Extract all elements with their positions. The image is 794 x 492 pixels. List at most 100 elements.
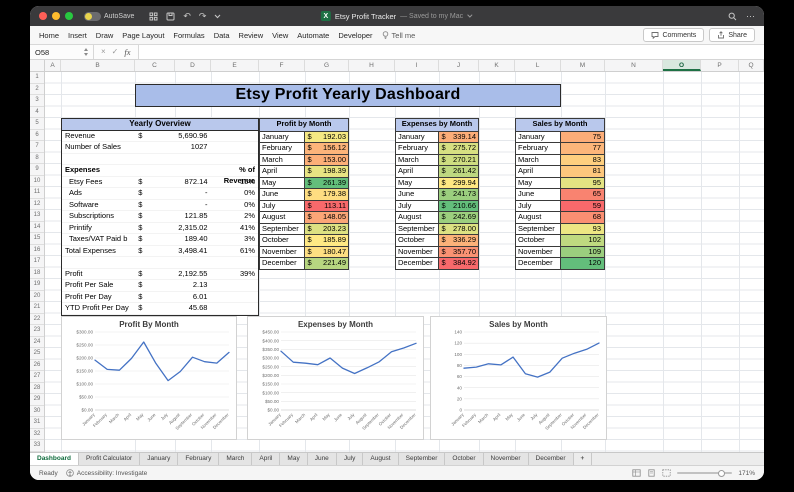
row-header-8[interactable]: 8 — [30, 153, 44, 164]
table-row-september[interactable]: September 93 — [516, 222, 604, 234]
row-header-28[interactable]: 28 — [30, 383, 44, 394]
enter-icon[interactable]: ✓ — [111, 47, 119, 56]
column-header-L[interactable]: L — [515, 60, 561, 71]
cancel-icon[interactable]: × — [101, 47, 106, 56]
row-header-17[interactable]: 17 — [30, 256, 44, 268]
sheet-tab-october[interactable]: October — [445, 453, 484, 465]
yearly-overview-row[interactable]: Profit $2,192.55 39% — [62, 269, 258, 280]
autosave-toggle[interactable]: AutoSave — [84, 11, 134, 21]
sheet-tab-june[interactable]: June — [307, 453, 337, 465]
name-box-stepper[interactable] — [84, 48, 88, 56]
accessibility-status[interactable]: Accessibility: Investigate — [65, 469, 147, 477]
close-window-button[interactable] — [39, 12, 47, 20]
row-header-5[interactable]: 5 — [30, 118, 44, 130]
table-row-december[interactable]: December 120 — [516, 257, 604, 269]
row-header-11[interactable]: 11 — [30, 187, 44, 199]
sheet-tab-december[interactable]: December — [528, 453, 574, 465]
normal-view-icon[interactable] — [632, 469, 641, 477]
table-row-february[interactable]: February $275.72 — [396, 142, 478, 154]
sheet-tab-april[interactable]: April — [252, 453, 281, 465]
sheet-tab-august[interactable]: August — [363, 453, 399, 465]
row-header-21[interactable]: 21 — [30, 302, 44, 314]
name-box[interactable]: O58 — [30, 45, 94, 59]
yearly-overview-row[interactable]: Revenue $5,690.96 — [62, 131, 258, 142]
save-icon[interactable] — [166, 12, 175, 21]
row-header-10[interactable]: 10 — [30, 176, 44, 187]
document-title-group[interactable]: X Etsy Profit Tracker — Saved to my Mac — [320, 11, 473, 21]
column-header-P[interactable]: P — [701, 60, 739, 71]
comments-button[interactable]: Comments — [643, 28, 705, 42]
row-header-16[interactable]: 16 — [30, 245, 44, 256]
table-row-may[interactable]: May $261.39 — [260, 176, 348, 188]
ribbon-tab-draw[interactable]: Draw — [95, 30, 114, 40]
table-row-april[interactable]: April $261.42 — [396, 165, 478, 177]
table-row-january[interactable]: January $339.14 — [396, 130, 478, 142]
sheet-tab-march[interactable]: March — [219, 453, 253, 465]
yearly-overview-row[interactable]: YTD Profit Per Day $45.68 — [62, 303, 258, 315]
table-row-july[interactable]: July $113.11 — [260, 199, 348, 211]
column-header-N[interactable]: N — [605, 60, 663, 71]
add-sheet-button[interactable]: + — [573, 453, 593, 465]
ribbon-tab-insert[interactable]: Insert — [68, 30, 87, 40]
chart-expenses-by-month[interactable]: Expenses by Month $450.00 $400.00 $350.00 $3… — [247, 316, 424, 440]
row-header-9[interactable]: 9 — [30, 164, 44, 176]
column-header-G[interactable]: G — [305, 60, 349, 71]
column-header-E[interactable]: E — [211, 60, 259, 71]
select-all-corner[interactable] — [30, 60, 45, 71]
zoom-slider-knob[interactable] — [718, 469, 726, 477]
table-row-october[interactable]: October $336.29 — [396, 234, 478, 246]
table-row-october[interactable]: October $185.89 — [260, 234, 348, 246]
row-header-6[interactable]: 6 — [30, 130, 44, 141]
ribbon-tab-data[interactable]: Data — [213, 30, 230, 40]
sheet-grid[interactable]: 1 2 3 4 5 6 7 8 9 10 11 12 13 14 15 16 17 18 19 20 21 22 23 24 2… — [30, 72, 764, 452]
table-row-july[interactable]: July 59 — [516, 199, 604, 211]
table-row-june[interactable]: June $179.38 — [260, 188, 348, 200]
column-header-B[interactable]: B — [61, 60, 135, 71]
row-header-14[interactable]: 14 — [30, 222, 44, 233]
column-header-O[interactable]: O — [663, 60, 701, 71]
table-row-january[interactable]: January $192.03 — [260, 130, 348, 142]
column-header-K[interactable]: K — [479, 60, 515, 71]
row-header-19[interactable]: 19 — [30, 279, 44, 291]
ribbon-tab-page-layout[interactable]: Page Layout — [122, 30, 165, 40]
yearly-overview-row[interactable]: Expenses % of Revenue — [62, 165, 258, 185]
yearly-overview-row[interactable]: Taxes/VAT Paid b $189.40 3% — [62, 234, 258, 246]
column-header-I[interactable]: I — [395, 60, 439, 71]
column-header-M[interactable]: M — [561, 60, 605, 71]
row-header-1[interactable]: 1 — [30, 72, 44, 84]
profit-by-month-table[interactable]: Profit by Month January $192.03 February $15… — [259, 118, 349, 270]
row-header-12[interactable]: 12 — [30, 199, 44, 210]
yearly-overview-row[interactable]: Software $ - 0% — [62, 200, 258, 211]
table-row-january[interactable]: January 75 — [516, 130, 604, 142]
column-header-D[interactable]: D — [175, 60, 211, 71]
more-options-icon[interactable]: ⋯ — [746, 10, 755, 21]
column-header-Q[interactable]: Q — [739, 60, 764, 71]
column-header-A[interactable]: A — [45, 60, 61, 71]
table-row-november[interactable]: November $180.47 — [260, 245, 348, 257]
table-row-april[interactable]: April 81 — [516, 165, 604, 177]
table-row-march[interactable]: March 83 — [516, 153, 604, 165]
sheet-tab-july[interactable]: July — [336, 453, 364, 465]
column-header-H[interactable]: H — [349, 60, 395, 71]
row-header-20[interactable]: 20 — [30, 291, 44, 302]
row-header-18[interactable]: 18 — [30, 268, 44, 279]
row-header-25[interactable]: 25 — [30, 348, 44, 360]
yearly-overview-row[interactable]: Profit Per Day $6.01 — [62, 292, 258, 303]
sheet-tab-november[interactable]: November — [483, 453, 529, 465]
row-header-4[interactable]: 4 — [30, 107, 44, 118]
zoom-level[interactable]: 171% — [738, 469, 755, 477]
row-header-7[interactable]: 7 — [30, 141, 44, 153]
dashboard-title[interactable]: Etsy Profit Yearly Dashboard — [135, 83, 561, 107]
table-row-may[interactable]: May $299.94 — [396, 176, 478, 188]
row-header-13[interactable]: 13 — [30, 210, 44, 222]
row-header-3[interactable]: 3 — [30, 95, 44, 107]
yearly-overview-row[interactable]: Subscriptions $121.85 2% — [62, 211, 258, 223]
table-row-september[interactable]: September $203.23 — [260, 222, 348, 234]
row-header-26[interactable]: 26 — [30, 360, 44, 371]
apps-grid-icon[interactable] — [149, 12, 158, 21]
row-header-27[interactable]: 27 — [30, 371, 44, 383]
row-header-22[interactable]: 22 — [30, 314, 44, 325]
yearly-overview-row[interactable]: Total Expenses $3,498.41 61% — [62, 246, 258, 257]
table-row-april[interactable]: April $198.39 — [260, 165, 348, 177]
sheet-tab-may[interactable]: May — [280, 453, 308, 465]
